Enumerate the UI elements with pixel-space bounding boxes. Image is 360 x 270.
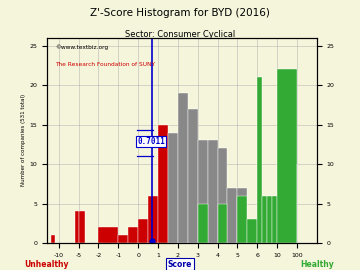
Y-axis label: Number of companies (531 total): Number of companies (531 total) (22, 94, 26, 187)
Bar (138, 219, 148, 243)
Bar (237, 196, 247, 243)
Bar (78, 211, 85, 243)
Bar (262, 196, 267, 243)
Bar (158, 125, 168, 243)
Bar (98, 227, 118, 243)
Bar (272, 196, 277, 243)
Bar (198, 140, 208, 243)
Text: Healthy: Healthy (300, 260, 334, 269)
Bar (198, 204, 208, 243)
Text: Unhealthy: Unhealthy (24, 260, 69, 269)
Text: Sector: Consumer Cyclical: Sector: Consumer Cyclical (125, 30, 235, 39)
Bar (247, 219, 257, 243)
Bar (267, 196, 272, 243)
Bar (257, 77, 262, 243)
Bar (208, 140, 217, 243)
Bar (128, 227, 138, 243)
Text: ©www.textbiz.org: ©www.textbiz.org (55, 44, 108, 50)
Bar (188, 109, 198, 243)
Bar (228, 188, 237, 243)
Bar (217, 204, 228, 243)
Text: Z'-Score Histogram for BYD (2016): Z'-Score Histogram for BYD (2016) (90, 8, 270, 18)
Bar (217, 148, 228, 243)
Bar (168, 133, 178, 243)
Text: 0.7011: 0.7011 (137, 137, 165, 146)
Bar (148, 196, 158, 243)
Text: Score: Score (168, 260, 192, 269)
Bar (277, 69, 297, 243)
Text: The Research Foundation of SUNY: The Research Foundation of SUNY (55, 62, 155, 68)
Bar (51, 235, 55, 243)
Bar (118, 235, 128, 243)
Bar (75, 211, 78, 243)
Bar (237, 188, 247, 243)
Bar (178, 93, 188, 243)
